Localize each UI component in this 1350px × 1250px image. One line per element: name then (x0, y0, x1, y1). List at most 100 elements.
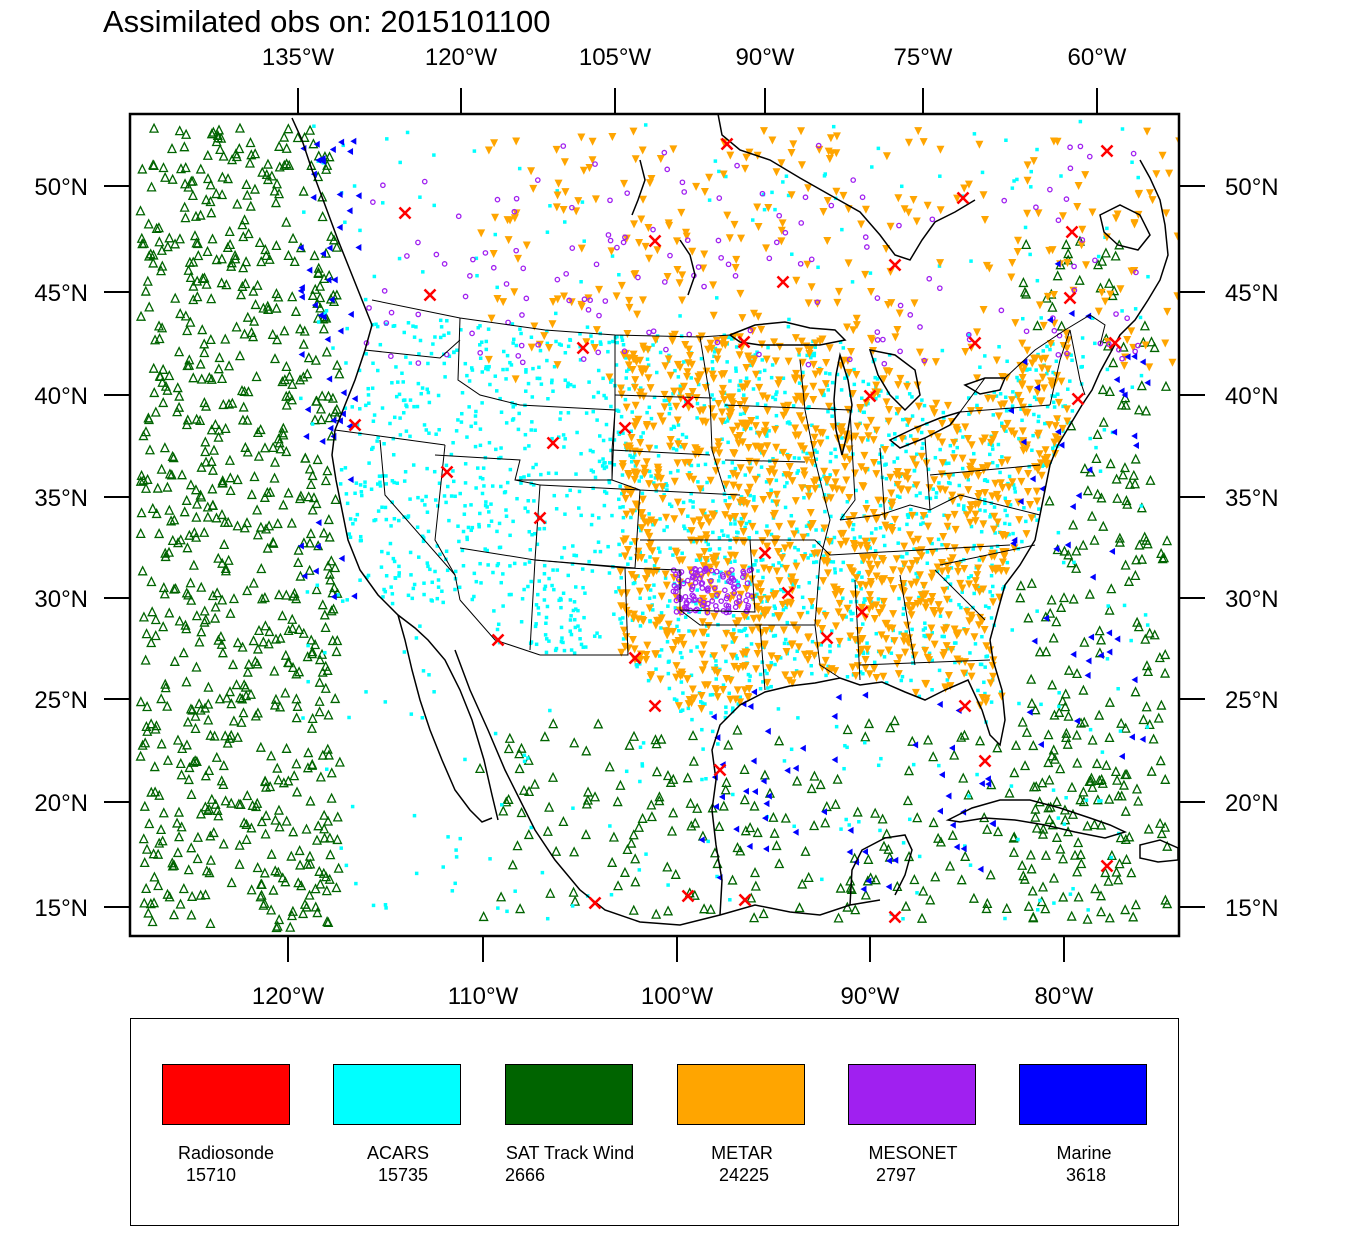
metar-marker (895, 472, 904, 481)
acars-marker (446, 331, 451, 335)
metar-marker (1026, 501, 1035, 510)
metar-marker (671, 547, 680, 556)
sat-track-wind-marker (206, 455, 217, 466)
metar-marker (740, 686, 749, 695)
sat-track-wind-marker (240, 681, 251, 692)
acars-marker (918, 491, 922, 495)
metar-marker (752, 370, 761, 379)
metar-marker (810, 433, 819, 442)
metar-marker (683, 368, 692, 377)
acars-marker (526, 509, 530, 514)
acars-marker (672, 697, 677, 701)
sat-track-wind-marker (315, 771, 326, 782)
acars-marker (505, 480, 510, 485)
acars-marker (1007, 474, 1012, 479)
acars-marker (542, 526, 547, 531)
metar-marker (638, 514, 647, 523)
sat-track-wind-marker (139, 856, 150, 868)
metar-marker (847, 567, 856, 576)
marine-marker (955, 707, 962, 715)
marine-marker (340, 389, 347, 397)
acars-marker (1138, 315, 1143, 320)
acars-marker (483, 547, 487, 551)
mesonet-marker (635, 274, 641, 281)
metar-marker (719, 686, 728, 695)
acars-marker (508, 533, 512, 538)
acars-marker (783, 390, 787, 395)
acars-marker (554, 339, 558, 344)
metar-marker (942, 543, 951, 552)
metar-marker (772, 443, 781, 452)
acars-marker (889, 651, 894, 655)
acars-marker (706, 542, 711, 547)
acars-marker (882, 655, 887, 659)
acars-marker (461, 564, 466, 568)
metar-marker (897, 486, 906, 495)
sat-track-wind-marker (1120, 399, 1131, 410)
sat-track-wind-marker (281, 742, 292, 753)
mesonet-marker (684, 237, 691, 244)
mesonet-marker (864, 244, 870, 250)
acars-marker (579, 642, 584, 647)
sat-track-wind-marker (188, 280, 199, 291)
acars-marker (826, 388, 830, 392)
metar-marker (893, 326, 902, 335)
sat-track-wind-marker (135, 310, 147, 321)
metar-marker (811, 339, 820, 348)
acars-marker (912, 483, 916, 488)
metar-marker (553, 191, 562, 200)
sat-track-wind-marker (241, 256, 252, 267)
sat-track-wind-marker (1048, 632, 1059, 643)
acars-marker (558, 596, 563, 601)
metar-marker (623, 545, 632, 554)
metar-marker (674, 702, 683, 711)
metar-marker (879, 597, 888, 606)
mesonet-marker (881, 360, 888, 367)
acars-marker (485, 548, 489, 553)
metar-marker (786, 520, 795, 529)
sat-track-wind-marker (207, 590, 218, 601)
acars-marker (467, 405, 471, 409)
sat-track-wind-marker (187, 704, 198, 715)
sat-track-wind-marker (501, 796, 512, 807)
acars-marker (417, 352, 421, 356)
sat-track-wind-marker (191, 610, 202, 621)
acars-marker (776, 707, 781, 711)
acars-marker (983, 665, 987, 669)
acars-marker (534, 462, 538, 467)
sat-track-wind-marker (186, 909, 197, 920)
sat-track-wind-marker (682, 772, 693, 783)
sat-track-wind-marker (142, 701, 153, 712)
acars-marker (547, 576, 551, 581)
acars-marker (726, 440, 730, 445)
acars-marker (638, 596, 642, 600)
acars-marker (426, 361, 430, 366)
metar-marker (707, 405, 716, 414)
sat-track-wind-marker (330, 692, 341, 704)
acars-marker (436, 585, 441, 589)
metar-marker (988, 492, 997, 501)
acars-marker (991, 447, 995, 451)
metar-marker (560, 158, 569, 167)
sat-track-wind-marker (303, 747, 314, 758)
acars-marker (497, 545, 502, 550)
metar-marker (942, 642, 951, 651)
sat-track-wind-marker (1111, 473, 1122, 484)
sat-track-wind-marker (1119, 462, 1131, 473)
metar-marker (1148, 196, 1157, 205)
acars-marker (618, 505, 622, 510)
acars-marker (923, 634, 928, 639)
acars-marker (793, 559, 798, 563)
mesonet-marker (725, 603, 732, 609)
acars-marker (546, 397, 550, 401)
sat-track-wind-marker (774, 858, 785, 869)
acars-marker (729, 337, 734, 341)
sat-track-wind-marker (1037, 828, 1049, 839)
sat-track-wind-marker (179, 506, 190, 517)
acars-marker (1017, 701, 1021, 706)
metar-marker (1145, 189, 1154, 198)
sat-track-wind-marker (1160, 380, 1172, 391)
metar-marker (858, 436, 867, 445)
metar-marker (638, 495, 647, 504)
marine-marker (820, 808, 827, 816)
